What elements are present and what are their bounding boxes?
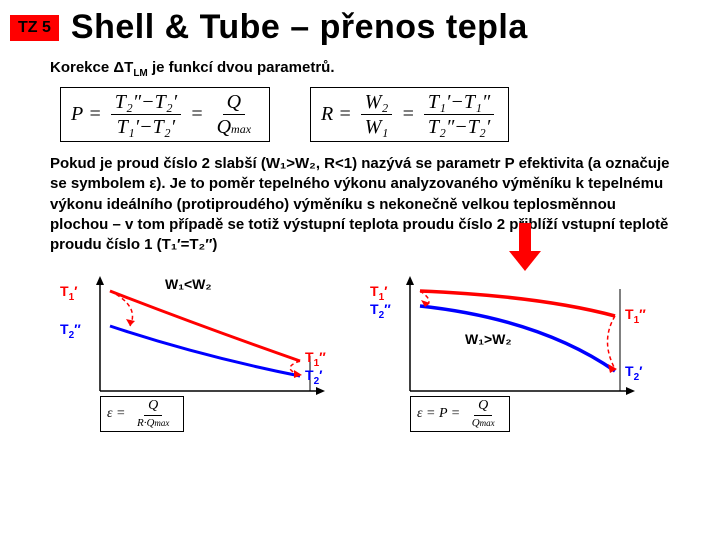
left-cond: W₁<W₂ <box>165 276 212 292</box>
slide-title: Shell & Tube – přenos tepla <box>71 8 528 47</box>
formula-r: R = W₂W₁ = T₁′−T₁″T₂″−T₂′ <box>310 87 509 142</box>
charts-row: T1′ T2″ W₁<W₂ T1″ T2′ ε = QR·Qmax <box>60 271 720 441</box>
right-t1dp: T1″ <box>625 306 646 326</box>
p-lhs: P <box>71 103 83 126</box>
body-paragraph: Pokud je proud číslo 2 slabší (W₁>W₂, R<… <box>50 154 670 255</box>
left-eps-formula: ε = QR·Qmax <box>100 396 184 432</box>
formula-row: P = T₂″−T₂′T₁′−T₂′ = QQmax R = W₂W₁ = T₁… <box>60 87 720 142</box>
chart-left-svg <box>80 271 340 411</box>
formula-p: P = T₂″−T₂′T₁′−T₂′ = QQmax <box>60 87 270 142</box>
left-t1dp: T1″ <box>305 349 326 369</box>
header: TZ 5 Shell & Tube – přenos tepla <box>0 0 720 47</box>
subtitle: Korekce ΔTLM je funkcí dvou parametrů. <box>50 59 720 79</box>
right-t1p: T1′ <box>370 283 387 303</box>
chart-left: T1′ T2″ W₁<W₂ T1″ T2′ ε = QR·Qmax <box>60 271 340 441</box>
big-arrow-icon <box>505 223 545 273</box>
left-t2p: T2′ <box>305 367 322 387</box>
right-t2p: T2′ <box>625 363 642 383</box>
right-cond: W₁>W₂ <box>465 331 512 347</box>
slide-badge: TZ 5 <box>10 15 59 41</box>
left-t1p: T1′ <box>60 283 77 303</box>
left-t2dp: T2″ <box>60 321 81 341</box>
chart-right-svg <box>390 271 650 411</box>
r-lhs: R <box>321 103 333 126</box>
chart-right: T1′ T2″ W₁>W₂ T1″ T2′ ε = P = QQmax <box>370 271 670 441</box>
right-eps-formula: ε = P = QQmax <box>410 396 510 432</box>
right-t2dp: T2″ <box>370 301 391 321</box>
